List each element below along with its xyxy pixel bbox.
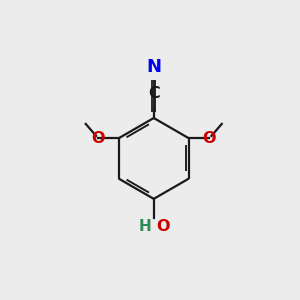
Text: O: O bbox=[202, 131, 216, 146]
Text: C: C bbox=[148, 86, 160, 101]
Text: O: O bbox=[92, 131, 105, 146]
Text: N: N bbox=[146, 58, 161, 76]
Text: O: O bbox=[157, 219, 170, 234]
Text: H: H bbox=[138, 219, 151, 234]
